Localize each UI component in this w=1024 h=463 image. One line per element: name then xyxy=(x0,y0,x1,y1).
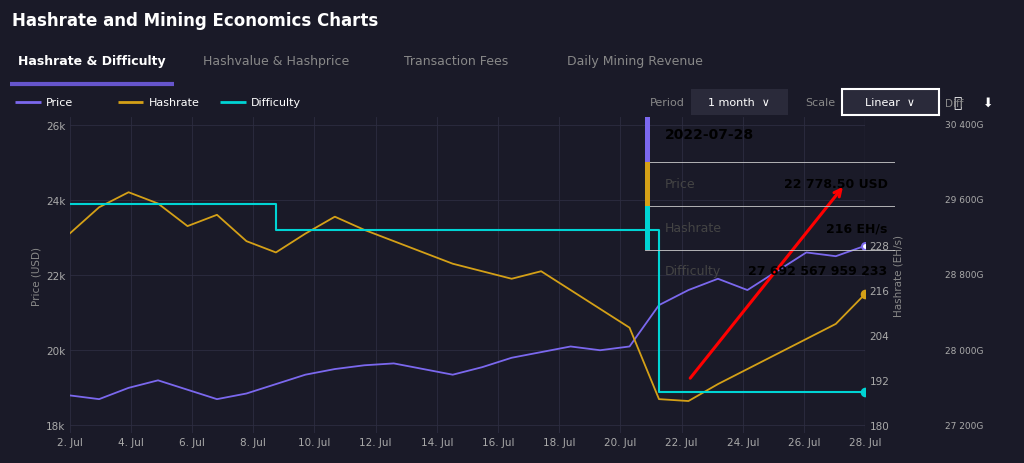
Text: Scale: Scale xyxy=(805,98,835,108)
Text: 2022-07-28: 2022-07-28 xyxy=(665,128,754,142)
Text: Price: Price xyxy=(665,178,695,191)
Point xyxy=(857,243,873,250)
Text: Hashrate: Hashrate xyxy=(148,98,200,108)
Text: 1 month  ∨: 1 month ∨ xyxy=(709,98,770,108)
Y-axis label: Price (USD): Price (USD) xyxy=(32,246,42,305)
Text: Hashrate: Hashrate xyxy=(665,222,722,235)
Point xyxy=(857,290,873,298)
FancyBboxPatch shape xyxy=(842,90,939,115)
Text: Period: Period xyxy=(650,98,685,108)
Text: 30 400G: 30 400G xyxy=(944,121,983,130)
Text: ⬇: ⬇ xyxy=(983,96,993,109)
Y-axis label: Hashrate (EH/s): Hashrate (EH/s) xyxy=(894,234,903,316)
Text: Transaction Fees: Transaction Fees xyxy=(403,56,508,69)
Text: 27 200G: 27 200G xyxy=(944,421,983,430)
Text: 28 800G: 28 800G xyxy=(944,271,983,280)
Text: Diff: Diff xyxy=(944,98,964,108)
Text: Hashrate and Mining Economics Charts: Hashrate and Mining Economics Charts xyxy=(12,12,379,30)
Text: Hashvalue & Hashprice: Hashvalue & Hashprice xyxy=(204,56,349,69)
Bar xyxy=(645,118,649,162)
Point xyxy=(857,388,873,395)
Text: Daily Mining Revenue: Daily Mining Revenue xyxy=(567,56,702,69)
Text: Linear  ∨: Linear ∨ xyxy=(865,98,914,108)
Bar xyxy=(645,206,649,250)
Text: 27 692 567 959 233: 27 692 567 959 233 xyxy=(749,264,888,277)
FancyBboxPatch shape xyxy=(691,90,788,115)
Text: Hashrate & Difficulty: Hashrate & Difficulty xyxy=(18,56,166,69)
Text: Difficulty: Difficulty xyxy=(251,98,301,108)
Text: ⤢: ⤢ xyxy=(953,96,962,110)
Text: 216 EH/s: 216 EH/s xyxy=(826,222,888,235)
Text: Price: Price xyxy=(46,98,74,108)
Text: Difficulty: Difficulty xyxy=(665,264,721,277)
Text: 22 778.50 USD: 22 778.50 USD xyxy=(783,178,888,191)
Text: 28 000G: 28 000G xyxy=(944,346,983,355)
Text: 29 600G: 29 600G xyxy=(944,196,983,205)
Bar xyxy=(645,162,649,206)
